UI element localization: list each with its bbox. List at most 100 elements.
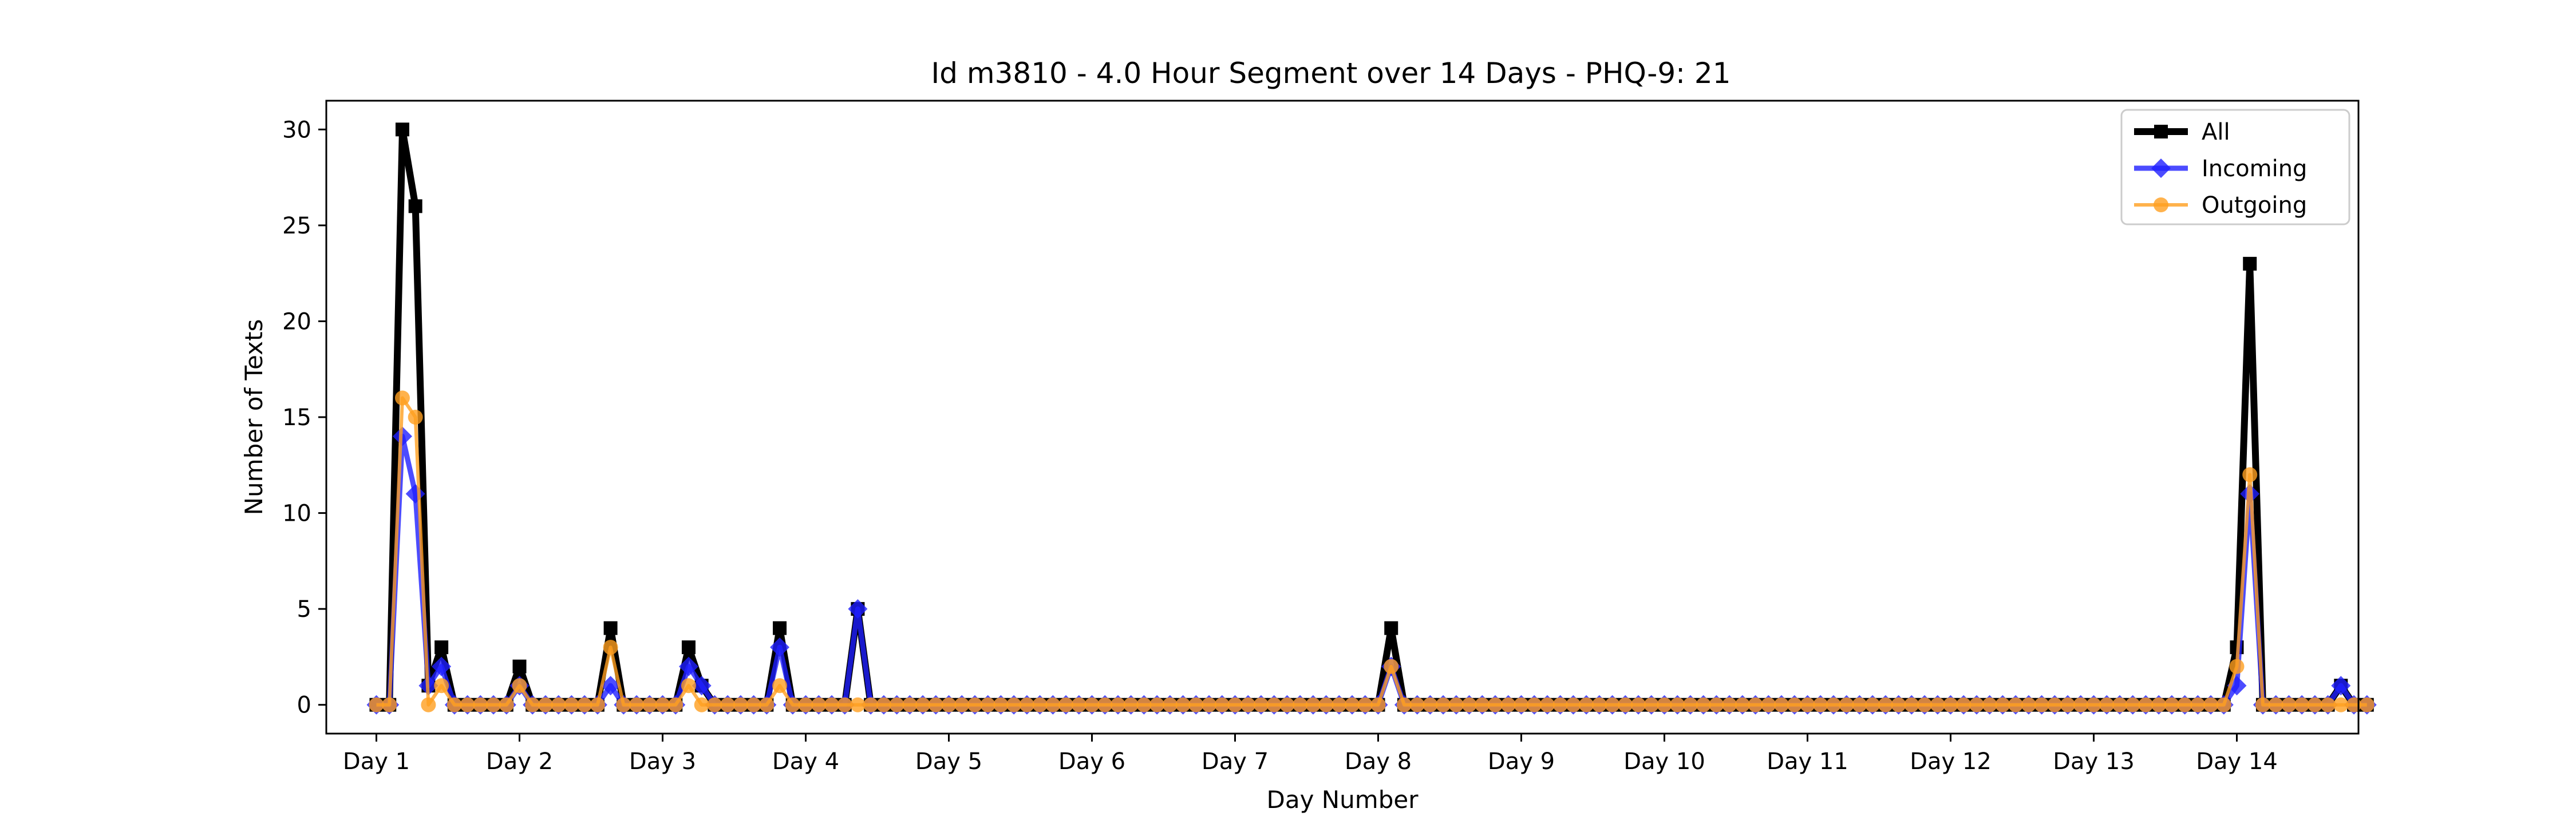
legend-item-all: All: [2134, 119, 2230, 145]
data-point-outgoing: [2138, 697, 2154, 712]
data-point-outgoing: [1995, 697, 2010, 712]
data-point-outgoing: [1488, 697, 1503, 712]
x-tick-label: Day 10: [1623, 748, 1705, 775]
y-tick-label: 15: [282, 405, 311, 431]
data-point-outgoing: [837, 697, 852, 712]
data-point-outgoing: [824, 697, 839, 712]
data-point-outgoing: [1214, 697, 1230, 712]
x-tick-label: Day 14: [2196, 748, 2278, 775]
data-point-outgoing: [1904, 697, 1919, 712]
data-point-outgoing: [408, 410, 423, 425]
data-point-outgoing: [1071, 697, 1086, 712]
data-point-outgoing: [902, 697, 918, 712]
data-point-outgoing: [1670, 697, 1685, 712]
y-tick-label: 25: [282, 213, 311, 239]
data-point-outgoing: [1188, 697, 1204, 712]
data-point-incoming: [432, 656, 452, 676]
data-point-outgoing: [2034, 697, 2049, 712]
data-point-outgoing: [1058, 697, 1074, 712]
x-tick-label: Day 8: [1345, 748, 1412, 775]
x-tick-label: Day 6: [1058, 748, 1125, 775]
y-tick-label: 0: [297, 692, 311, 719]
data-point-outgoing: [2333, 697, 2349, 712]
y-axis-label: Number of Texts: [240, 319, 268, 516]
x-axis: Day 1 Day 2 Day 3 Day 4 Day 5 Day 6 Day 7 Day 8…: [343, 734, 2278, 775]
data-point-all: [395, 122, 409, 137]
data-point-outgoing: [2060, 697, 2076, 712]
data-point-outgoing: [525, 697, 540, 712]
data-point-outgoing: [1579, 697, 1594, 712]
data-point-outgoing: [1787, 697, 1802, 712]
data-point-outgoing: [1605, 697, 1620, 712]
x-tick-label: Day 13: [2053, 748, 2135, 775]
data-point-outgoing: [1917, 697, 1933, 712]
data-point-outgoing: [1514, 697, 1529, 712]
data-point-outgoing: [1839, 697, 1854, 712]
data-point-outgoing: [759, 697, 775, 712]
chart-title: Id m3810 - 4.0 Hour Segment over 14 Days…: [931, 57, 1730, 90]
data-point-outgoing: [1865, 697, 1880, 712]
data-point-all: [773, 621, 787, 635]
data-point-outgoing: [512, 678, 527, 694]
data-point-outgoing: [889, 697, 904, 712]
data-point-outgoing: [2281, 697, 2297, 712]
data-point-outgoing: [1162, 697, 1178, 712]
data-point-outgoing: [1761, 697, 1776, 712]
data-point-outgoing: [2099, 697, 2115, 712]
data-point-outgoing: [2047, 697, 2063, 712]
data-point-outgoing: [394, 390, 410, 406]
data-point-all: [434, 640, 449, 655]
data-point-outgoing: [993, 697, 1009, 712]
data-point-outgoing: [811, 697, 827, 712]
data-point-outgoing: [642, 697, 657, 712]
series-outgoing: [369, 390, 2374, 712]
legend-item-outgoing: Outgoing: [2134, 192, 2307, 219]
data-point-outgoing: [2294, 697, 2310, 712]
data-point-outgoing: [863, 697, 879, 712]
data-point-outgoing: [2008, 697, 2024, 712]
data-point-outgoing: [772, 678, 788, 694]
data-point-outgoing: [1566, 697, 1581, 712]
legend-label-incoming: Incoming: [2202, 156, 2307, 182]
data-point-outgoing: [2021, 697, 2036, 712]
data-point-outgoing: [1006, 697, 1022, 712]
x-tick-label: Day 12: [1910, 748, 1992, 775]
data-point-outgoing: [1527, 697, 1542, 712]
data-point-outgoing: [1552, 697, 1568, 712]
data-point-outgoing: [1800, 697, 1815, 712]
x-tick-label: Day 4: [772, 748, 839, 775]
data-point-all: [1384, 621, 1398, 635]
data-point-outgoing: [1696, 697, 1711, 712]
data-point-outgoing: [1396, 697, 1412, 712]
data-point-outgoing: [603, 640, 618, 655]
data-point-outgoing: [1631, 697, 1646, 712]
data-point-outgoing: [564, 697, 579, 712]
data-point-outgoing: [2203, 697, 2219, 712]
x-tick-label: Day 2: [486, 748, 553, 775]
data-point-outgoing: [577, 697, 592, 712]
data-point-incoming: [600, 676, 621, 696]
x-tick-label: Day 3: [629, 748, 696, 775]
data-point-outgoing: [2151, 697, 2167, 712]
data-point-outgoing: [551, 697, 566, 712]
data-point-outgoing: [1279, 697, 1295, 712]
data-point-outgoing: [1956, 697, 1971, 712]
data-point-outgoing: [681, 678, 696, 694]
x-axis-label: Day Number: [1266, 786, 1419, 814]
x-tick-label: Day 9: [1488, 748, 1555, 775]
data-point-outgoing: [1345, 697, 1360, 712]
data-point-outgoing: [1943, 697, 1958, 712]
data-point-outgoing: [382, 697, 397, 712]
data-point-outgoing: [1969, 697, 1984, 712]
data-point-outgoing: [1774, 697, 1789, 712]
data-point-outgoing: [1448, 697, 1464, 712]
data-point-outgoing: [1461, 697, 1477, 712]
data-point-outgoing: [785, 697, 800, 712]
data-point-outgoing: [538, 697, 553, 712]
y-axis: 0 5 10 15 20 25 30: [282, 117, 326, 719]
data-point-outgoing: [1423, 697, 1438, 712]
data-point-outgoing: [2229, 659, 2245, 674]
data-point-outgoing: [2255, 697, 2270, 712]
legend-marker-incoming: [2151, 159, 2171, 178]
data-point-all: [408, 199, 422, 213]
